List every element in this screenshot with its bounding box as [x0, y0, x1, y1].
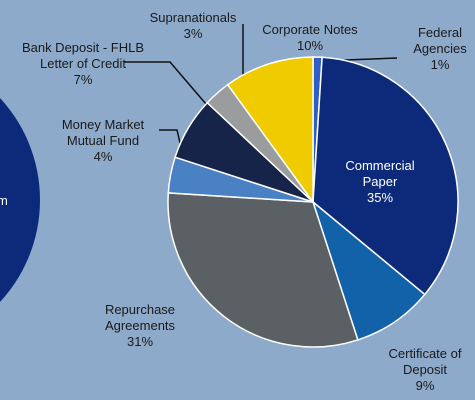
slice-label: Federal Agencies 1% — [409, 25, 471, 73]
value-label: 7% — [73, 72, 93, 87]
leader-line — [124, 61, 207, 105]
category-label: Bank Deposit - FHLB Letter of Credit — [21, 40, 145, 71]
slice-label: Corporate Notes 10% — [250, 22, 370, 54]
value-label: 9% — [415, 378, 435, 393]
value-label: 1% — [430, 57, 450, 72]
slice-label: Commercial Paper 35% — [338, 158, 422, 206]
pie-slice — [312, 56, 459, 296]
value-label: 31% — [126, 334, 154, 349]
value-label: 4% — [93, 149, 113, 164]
pie-slice — [167, 192, 359, 348]
partial-pie — [0, 98, 40, 302]
slice-label: Certificate of Deposit 9% — [375, 346, 475, 394]
value-label: 35% — [366, 190, 394, 205]
category-label: Supranationals — [149, 10, 237, 25]
category-label: Corporate Notes — [262, 22, 358, 37]
leader-line — [159, 129, 181, 144]
value-label: 3% — [183, 26, 203, 41]
slice-label: Supranationals 3% — [133, 10, 253, 42]
partial-label: m — [0, 193, 8, 208]
pie-slice — [311, 199, 426, 341]
category-label: Federal Agencies — [413, 25, 467, 56]
pie-slice — [226, 56, 314, 205]
slice-label: Repurchase Agreements 31% — [94, 302, 186, 350]
slice-label: Bank Deposit - FHLB Letter of Credit 7% — [13, 40, 153, 88]
category-label: Repurchase Agreements — [104, 302, 176, 333]
value-label: 10% — [296, 38, 324, 53]
category-label: Commercial Paper — [345, 158, 415, 189]
slice-label: Money Market Mutual Fund 4% — [47, 117, 159, 165]
category-label: Certificate of Deposit — [388, 346, 462, 377]
category-label: Money Market Mutual Fund — [61, 117, 145, 148]
